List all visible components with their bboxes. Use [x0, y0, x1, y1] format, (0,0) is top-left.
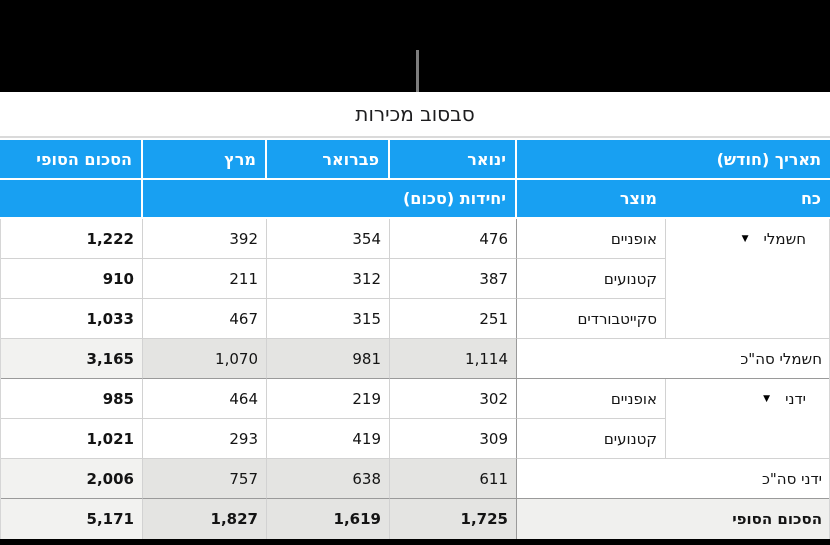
header-row-months: תאריך (חודש) ינואר פברואר מרץ הסכום הסופ…: [0, 140, 830, 180]
cell-mar[interactable]: 1,827: [143, 499, 267, 539]
cell-row-total[interactable]: 985: [0, 379, 143, 419]
cell-jan[interactable]: 302: [390, 379, 517, 419]
header-empty-cell[interactable]: [0, 180, 143, 219]
cell-mar[interactable]: 293: [143, 419, 267, 459]
cell-jan[interactable]: 251: [390, 299, 517, 339]
group-label-electric: חשמלי: [763, 230, 807, 248]
cell-jan[interactable]: 387: [390, 259, 517, 299]
bottom-black-bar: [0, 539, 830, 545]
power-field-header[interactable]: כח: [666, 180, 830, 219]
cell-mar[interactable]: 464: [143, 379, 267, 419]
group-row-header-manual[interactable]: ידני ▼: [666, 379, 830, 419]
product-cell[interactable]: אופניים: [517, 219, 666, 259]
cell-row-total[interactable]: 1,021: [0, 419, 143, 459]
cell-jan[interactable]: 309: [390, 419, 517, 459]
row-grand-total: הסכום הסופי 1,725 1,619 1,827 5,171: [0, 499, 830, 539]
grand-total-label[interactable]: הסכום הסופי: [517, 499, 830, 539]
product-cell[interactable]: קטנועים: [517, 259, 666, 299]
cell-row-total[interactable]: 3,165: [0, 339, 143, 379]
cell-mar[interactable]: 757: [143, 459, 267, 499]
cell-row-total[interactable]: 2,006: [0, 459, 143, 499]
cell-feb[interactable]: 315: [267, 299, 390, 339]
header-row-fields: כח מוצר יחידות (סכום): [0, 180, 830, 219]
cell-feb[interactable]: 419: [267, 419, 390, 459]
row-electric-subtotal: חשמלי סה"כ 1,114 981 1,070 3,165: [0, 339, 830, 379]
row-electric-bikes: חשמלי ▼ אופניים 476 354 392 1,222: [0, 219, 830, 259]
product-cell[interactable]: קטנועים: [517, 419, 666, 459]
callout-line: [416, 50, 419, 92]
cell-row-total[interactable]: 1,222: [0, 219, 143, 259]
group-row-header-spacer[interactable]: [666, 259, 830, 299]
table-left-edge: [0, 219, 1, 539]
cell-jan[interactable]: 611: [390, 459, 517, 499]
cell-feb[interactable]: 981: [267, 339, 390, 379]
cell-mar[interactable]: 467: [143, 299, 267, 339]
grand-total-header[interactable]: הסכום הסופי: [0, 140, 143, 180]
cell-feb[interactable]: 638: [267, 459, 390, 499]
row-manual-subtotal: ידני סה"כ 611 638 757 2,006: [0, 459, 830, 499]
row-electric-skateboards: סקייטבורדים 251 315 467 1,033: [0, 299, 830, 339]
date-field-header[interactable]: תאריך (חודש): [517, 140, 830, 180]
cell-row-total[interactable]: 910: [0, 259, 143, 299]
month-header-february[interactable]: פברואר: [267, 140, 390, 180]
disclosure-icon[interactable]: ▼: [741, 233, 749, 244]
group-row-header-spacer[interactable]: [666, 299, 830, 339]
cell-feb[interactable]: 312: [267, 259, 390, 299]
row-manual-bikes: ידני ▼ אופניים 302 219 464 985: [0, 379, 830, 419]
group-row-header-electric[interactable]: חשמלי ▼: [666, 219, 830, 259]
cell-feb[interactable]: 1,619: [267, 499, 390, 539]
pivot-table: תאריך (חודש) ינואר פברואר מרץ הסכום הסופ…: [0, 140, 830, 539]
cell-row-total[interactable]: 5,171: [0, 499, 143, 539]
group-row-header-spacer[interactable]: [666, 419, 830, 459]
month-header-march[interactable]: מרץ: [143, 140, 267, 180]
values-label-header[interactable]: יחידות (סכום): [143, 180, 517, 219]
cell-feb[interactable]: 354: [267, 219, 390, 259]
row-electric-scooters: קטנועים 387 312 211 910: [0, 259, 830, 299]
subtotal-label[interactable]: ידני סה"כ: [517, 459, 830, 499]
cell-mar[interactable]: 211: [143, 259, 267, 299]
product-field-header[interactable]: מוצר: [517, 180, 666, 219]
group-label-manual: ידני: [785, 390, 806, 408]
row-manual-scooters: קטנועים 309 419 293 1,021: [0, 419, 830, 459]
month-header-january[interactable]: ינואר: [390, 140, 517, 180]
subtotal-label[interactable]: חשמלי סה"כ: [517, 339, 830, 379]
cell-jan[interactable]: 1,114: [390, 339, 517, 379]
cell-mar[interactable]: 392: [143, 219, 267, 259]
cell-mar[interactable]: 1,070: [143, 339, 267, 379]
table-title[interactable]: סבסוב מכירות: [0, 92, 830, 138]
cell-jan[interactable]: 476: [390, 219, 517, 259]
cell-jan[interactable]: 1,725: [390, 499, 517, 539]
product-cell[interactable]: אופניים: [517, 379, 666, 419]
cell-row-total[interactable]: 1,033: [0, 299, 143, 339]
cell-feb[interactable]: 219: [267, 379, 390, 419]
disclosure-icon[interactable]: ▼: [763, 393, 771, 404]
top-black-region: [0, 0, 830, 92]
product-cell[interactable]: סקייטבורדים: [517, 299, 666, 339]
title-divider-gap: [0, 138, 830, 140]
